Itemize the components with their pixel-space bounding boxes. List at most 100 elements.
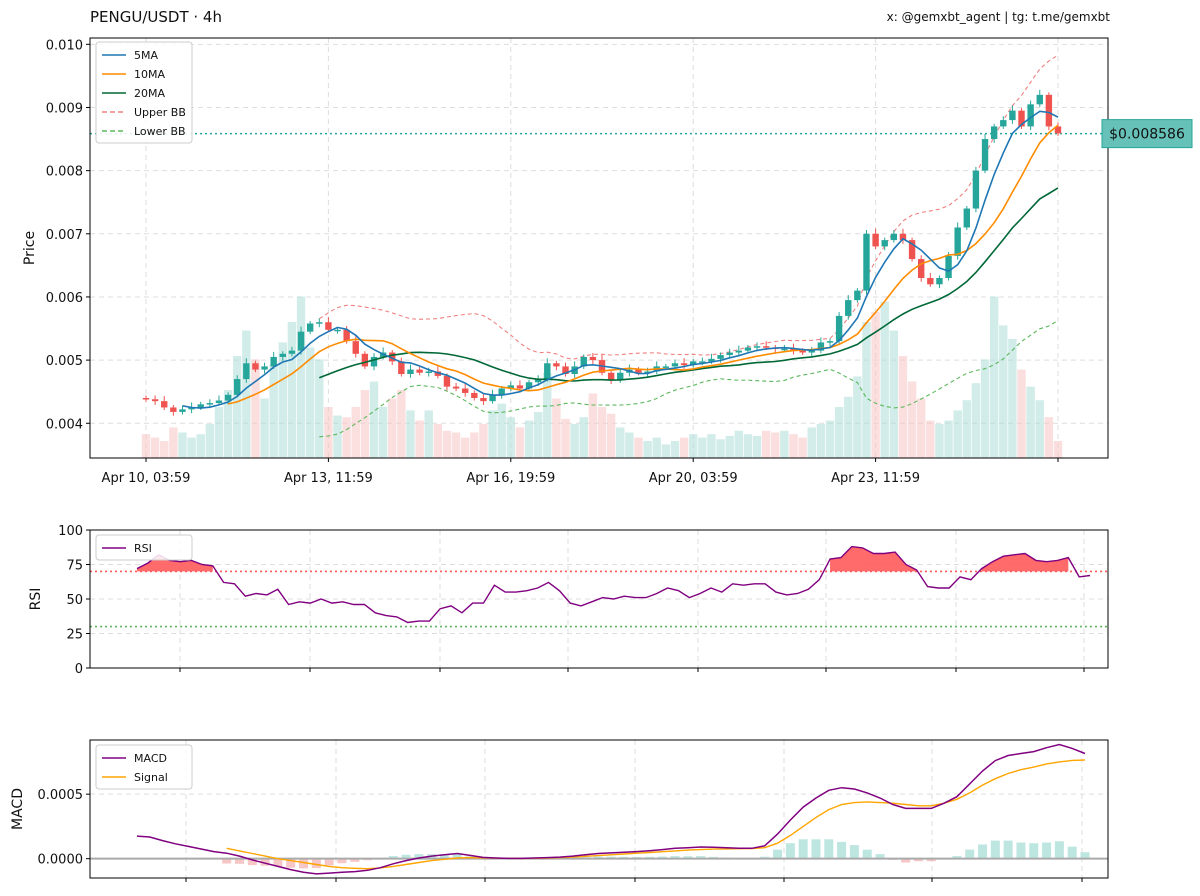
volume-bar-13 <box>251 359 260 458</box>
macd-histogram-bar-14 <box>299 858 309 869</box>
volume-bar-34 <box>442 430 452 458</box>
candle-body-4 <box>170 407 177 412</box>
volume-bar-22 <box>333 415 342 458</box>
volume-bar-96 <box>1008 339 1017 458</box>
volume-bar-2 <box>150 437 160 458</box>
ma10-line <box>227 124 1059 405</box>
candle-body-42 <box>516 385 524 389</box>
candle-body-80 <box>863 233 870 291</box>
candle-body-89 <box>945 255 952 278</box>
candle-body-39 <box>489 394 496 402</box>
candle-body-9 <box>215 400 223 404</box>
price-ytick-label-4: 0.007 <box>46 228 83 243</box>
candle-body-84 <box>899 233 907 241</box>
candle-body-3 <box>161 401 168 408</box>
legend-frame <box>95 744 193 790</box>
candle-body-50 <box>589 356 597 361</box>
macd-histogram-bar-37 <box>593 856 603 859</box>
candle-body-52 <box>607 372 615 381</box>
price-xtick-label-1: Apr 10, 03:59 <box>102 471 191 486</box>
price-xtick-label-5: Apr 23, 11:59 <box>831 471 920 486</box>
candle-body-41 <box>507 385 514 389</box>
macd-histogram-bar-62 <box>913 858 923 862</box>
volume-bar-65 <box>725 435 734 458</box>
candle-body-68 <box>753 346 761 348</box>
candle-body-58 <box>662 366 670 368</box>
candle-body-21 <box>325 322 332 330</box>
volume-bar-42 <box>515 427 525 458</box>
macd-histogram-bar-16 <box>324 858 334 866</box>
candle-body-83 <box>890 233 898 241</box>
macd-histogram-bar-15 <box>311 858 321 869</box>
macd-histogram-bar-74 <box>1067 846 1077 859</box>
volume-bar-28 <box>388 398 397 458</box>
candle-body-91 <box>963 208 970 228</box>
candle-body-94 <box>990 126 998 140</box>
candle-body-49 <box>580 356 587 367</box>
macd-histogram-bar-23 <box>414 854 424 859</box>
volume-bar-23 <box>342 417 351 458</box>
candle-body-77 <box>835 315 843 342</box>
macd-histogram-bar-26 <box>452 854 462 859</box>
volume-bar-95 <box>999 325 1008 458</box>
volume-bar-69 <box>761 430 771 458</box>
volume-bar-54 <box>625 432 634 458</box>
volume-bar-11 <box>233 356 242 458</box>
volume-bar-99 <box>1035 400 1044 458</box>
macd-histogram-bar-42 <box>657 856 667 859</box>
candle-body-20 <box>316 322 323 324</box>
macd-histogram-bar-13 <box>286 858 296 868</box>
macd-histogram-bar-69 <box>1003 840 1013 859</box>
macd-histogram-bar-57 <box>849 845 859 859</box>
candle-body-36 <box>462 388 469 393</box>
candle-body-98 <box>1027 104 1034 127</box>
candle-body-88 <box>936 278 943 285</box>
candle-body-1 <box>142 398 150 400</box>
legend-entry-1: MACD <box>134 752 167 765</box>
legend-frame <box>95 41 193 144</box>
legend-entry-2: Signal <box>134 771 168 784</box>
candle-body-92 <box>972 170 980 209</box>
volume-bar-57 <box>652 437 661 458</box>
volume-bar-60 <box>679 437 689 458</box>
candle-body-61 <box>690 361 697 366</box>
macd-panel: 0.0000 0.0005 MACD <box>10 740 1108 882</box>
candle-body-32 <box>425 371 432 373</box>
volume-bar-36 <box>461 437 470 458</box>
macd-ytick-label-2: 0.0005 <box>38 788 84 803</box>
volume-bar-12 <box>242 330 251 458</box>
volume-bar-27 <box>378 407 388 458</box>
volume-bar-97 <box>1017 369 1026 458</box>
volume-bar-40 <box>497 403 506 458</box>
volume-bar-49 <box>579 417 588 458</box>
price-panel: 0.004 0.005 0.006 0.007 0.008 0.009 0.010 Apr 1… <box>22 38 1108 486</box>
candle-body-17 <box>288 350 296 354</box>
candle-body-73 <box>799 350 806 353</box>
candle-body-15 <box>270 356 277 367</box>
volume-bar-63 <box>707 434 716 458</box>
volume-bar-62 <box>698 437 707 458</box>
volume-bar-33 <box>433 424 443 458</box>
macd-histogram-bar-72 <box>1042 842 1052 859</box>
signal-line <box>226 759 1086 870</box>
macd-histogram-bar-70 <box>1016 842 1026 859</box>
price-legend: 5MA 10MA 20MA Upper BB Lower BB <box>95 41 193 144</box>
volume-bar-90 <box>953 410 962 458</box>
candle-body-14 <box>261 366 268 370</box>
current-price-tag-label: $0.008586 <box>1109 127 1185 143</box>
candle-body-100 <box>1045 94 1053 127</box>
candle-body-45 <box>544 363 551 380</box>
candle-body-31 <box>416 369 423 373</box>
candle-body-34 <box>443 375 451 387</box>
volume-bar-53 <box>616 427 625 458</box>
candle-body-19 <box>306 323 314 332</box>
candle-body-44 <box>534 379 542 383</box>
macd-histogram-bar-25 <box>439 854 449 859</box>
volume-bar-7 <box>196 434 205 458</box>
macd-histogram-bar-61 <box>901 858 911 863</box>
volume-bar-76 <box>825 420 835 458</box>
volume-bar-66 <box>734 430 743 458</box>
price-ytick-label-5: 0.008 <box>46 165 83 180</box>
macd-axes-frame <box>89 739 1109 879</box>
volume-bar-4 <box>169 427 178 458</box>
